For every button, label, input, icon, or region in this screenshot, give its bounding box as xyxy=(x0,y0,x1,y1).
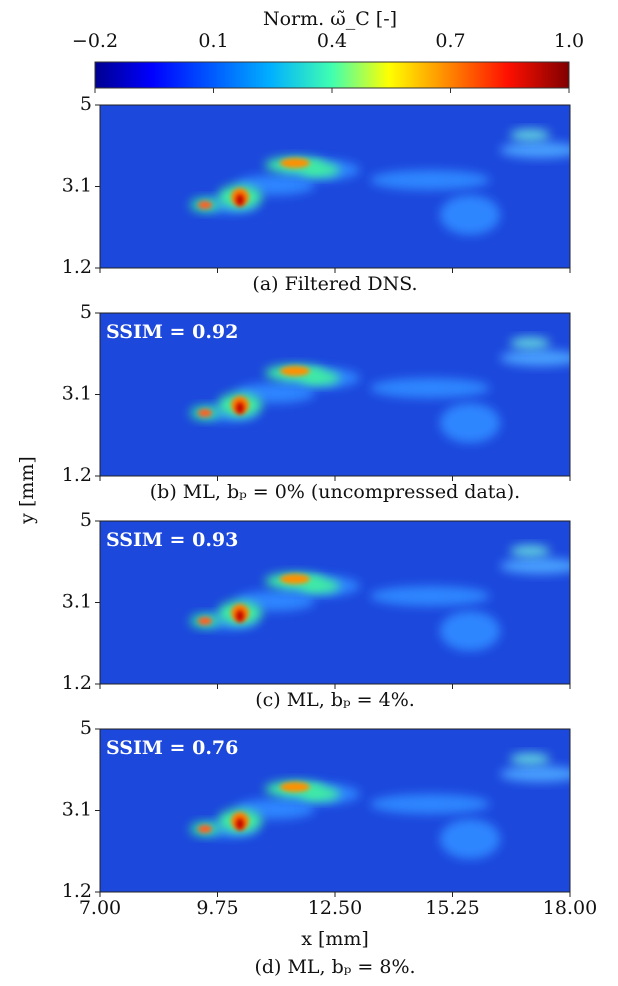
ssim-annotation: SSIM = 0.92 xyxy=(106,321,238,343)
field-background xyxy=(100,729,570,892)
y-tick-label: 5 xyxy=(80,301,92,323)
field-feature xyxy=(370,794,490,814)
field-feature xyxy=(370,586,490,606)
field-feature xyxy=(236,194,244,206)
colorbar-tick-label: −0.2 xyxy=(72,30,118,52)
colorbar-tick-label: 0.4 xyxy=(317,30,347,52)
field-feature xyxy=(500,350,570,366)
field-feature xyxy=(510,545,550,557)
field-feature xyxy=(198,617,212,625)
y-tick-label: 5 xyxy=(80,717,92,739)
field-feature xyxy=(236,818,244,830)
field-feature xyxy=(236,610,244,622)
y-axis-label: y [mm] xyxy=(16,456,38,525)
field-background xyxy=(100,313,570,476)
caption: (a) Filtered DNS. xyxy=(252,273,417,295)
field-feature xyxy=(300,163,340,177)
y-tick-label: 5 xyxy=(80,509,92,531)
x-axis-label: x [mm] xyxy=(301,928,369,950)
ssim-annotation: SSIM = 0.76 xyxy=(106,737,238,759)
field-feature xyxy=(280,366,310,376)
y-tick-label: 5 xyxy=(80,93,92,115)
heatmap xyxy=(100,105,570,268)
field-feature xyxy=(510,129,550,141)
field-feature xyxy=(440,611,500,651)
y-tick-label: 1.2 xyxy=(62,256,92,278)
colorbar xyxy=(94,61,570,89)
x-tick-label: 7.00 xyxy=(79,897,121,919)
y-tick-label: 3.1 xyxy=(62,799,92,821)
field-feature xyxy=(198,409,212,417)
y-tick-label: 1.2 xyxy=(62,672,92,694)
field-feature xyxy=(280,158,310,168)
field-feature xyxy=(510,337,550,349)
field-feature xyxy=(300,371,340,385)
x-tick-label: 12.50 xyxy=(308,897,362,919)
caption: (b) ML, bₚ = 0% (uncompressed data). xyxy=(150,481,520,503)
x-tick-label: 18.00 xyxy=(543,897,597,919)
field-feature xyxy=(300,787,340,801)
field-feature xyxy=(198,825,212,833)
colorbar-tick-label: 0.1 xyxy=(198,30,228,52)
field-feature xyxy=(500,558,570,574)
field-feature xyxy=(510,753,550,765)
field-feature xyxy=(280,782,310,792)
field-feature xyxy=(236,402,244,414)
field-feature xyxy=(500,766,570,782)
heatmap xyxy=(100,729,570,892)
field-feature xyxy=(370,378,490,398)
field-feature xyxy=(440,195,500,235)
field-background xyxy=(100,521,570,684)
y-tick-label: 3.1 xyxy=(62,175,92,197)
field-feature xyxy=(300,579,340,593)
colorbar-label: Norm. ω̃_C [-] xyxy=(263,8,397,30)
colorbar-tick-label: 1.0 xyxy=(554,30,584,52)
caption: (d) ML, bₚ = 8%. xyxy=(254,956,415,978)
y-tick-label: 1.2 xyxy=(62,464,92,486)
y-tick-label: 3.1 xyxy=(62,383,92,405)
heatmap xyxy=(100,313,570,476)
field-feature xyxy=(440,819,500,859)
heatmap xyxy=(100,521,570,684)
field-feature xyxy=(198,201,212,209)
field-feature xyxy=(500,142,570,158)
colorbar-tick-label: 0.7 xyxy=(435,30,465,52)
field-feature xyxy=(370,170,490,190)
field-feature xyxy=(440,403,500,443)
caption: (c) ML, bₚ = 4%. xyxy=(255,689,415,711)
y-tick-label: 1.2 xyxy=(62,880,92,902)
x-tick-label: 9.75 xyxy=(196,897,238,919)
y-tick-label: 3.1 xyxy=(62,591,92,613)
ssim-annotation: SSIM = 0.93 xyxy=(106,529,238,551)
x-tick-label: 15.25 xyxy=(425,897,479,919)
field-feature xyxy=(280,574,310,584)
field-background xyxy=(100,105,570,268)
